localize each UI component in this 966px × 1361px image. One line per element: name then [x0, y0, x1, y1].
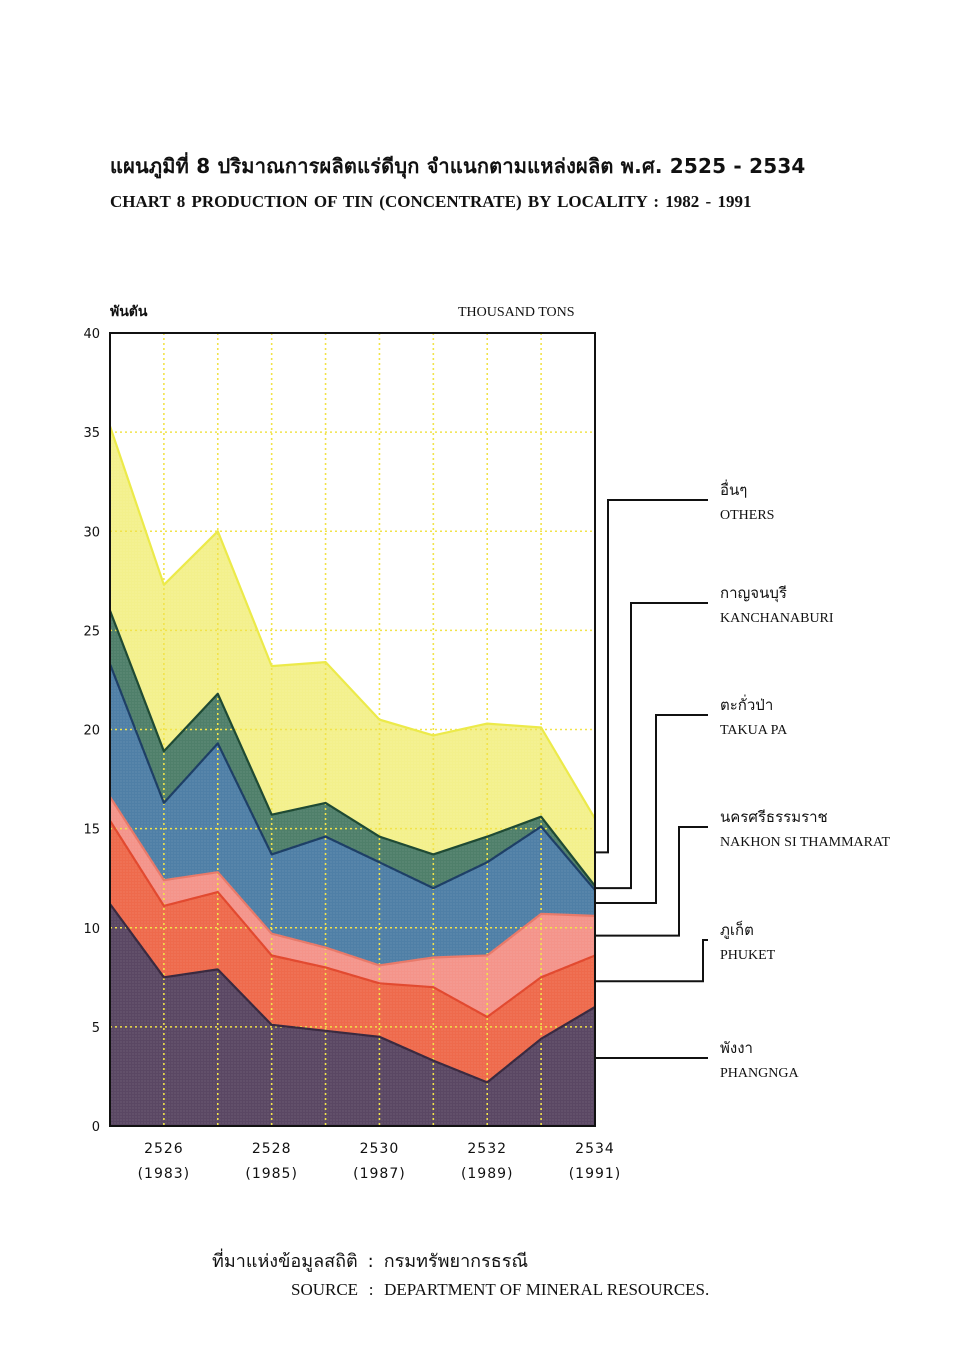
chart-title-thai: แผนภูมิที่ 8 ปริมาณการผลิตแร่ดีบุก จำแนก… [110, 154, 806, 178]
source-value-thai: กรมทรัพยากรธรณี [383, 1251, 529, 1272]
legend-label-thai: ตะกั่วป่า [720, 694, 773, 714]
legend-leader-line [594, 1057, 708, 1067]
series-line-phangnga [109, 903, 596, 1084]
legend-leader-line [595, 499, 708, 854]
source-separator-thai: : [367, 1251, 374, 1272]
x-tick-label-be: 2530 [360, 1141, 400, 1157]
series-line-phuket [109, 820, 596, 1019]
series-line-nakhon-si-thammarat [109, 796, 596, 967]
legend-label-english: NAKHON SI THAMMARAT [720, 835, 891, 850]
y-tick-label: 0 [92, 1120, 100, 1135]
legend-label-thai: พังงา [720, 1039, 753, 1057]
chart-title-english: CHART 8 PRODUCTION OF TIN (CONCENTRATE) … [110, 192, 752, 211]
plot-frame [109, 332, 596, 1127]
y-tick-label: 40 [83, 327, 100, 342]
area-texture [110, 820, 595, 1083]
area-texture [110, 664, 595, 966]
source-separator-english: : [368, 1280, 374, 1299]
x-tick-label-be: 2532 [467, 1141, 507, 1157]
y-tick-label: 10 [83, 922, 100, 937]
legend-label-thai: อื่นๆ [720, 479, 747, 499]
source-english: SOURCE: DEPARTMENT OF MINERAL RESOURCES. [291, 1280, 709, 1300]
y-unit-label-thai: พันตัน [110, 304, 148, 320]
x-tick-label-ce: (1983) [138, 1166, 191, 1182]
legend-leader-line [595, 939, 708, 983]
x-tick-label-ce: (1985) [245, 1166, 298, 1182]
y-tick-label: 5 [92, 1021, 100, 1036]
legend-label-thai: นครศรีธรรมราช [720, 808, 828, 826]
y-tick-label: 20 [83, 724, 100, 739]
legend-leader-line [595, 602, 708, 890]
x-tick-label-ce: (1991) [569, 1166, 622, 1182]
legend-leader-line [595, 826, 708, 937]
area-texture [110, 904, 595, 1126]
source-label-english: SOURCE [291, 1280, 359, 1299]
legend-label-thai: กาญจนบุรี [720, 584, 787, 603]
area-texture [110, 610, 595, 891]
area-texture [110, 426, 595, 887]
legend-label-thai: ภูเก็ต [720, 920, 754, 939]
y-unit-label-english: THOUSAND TONS [458, 305, 575, 320]
series-line-takua-pa [108, 663, 596, 891]
x-tick-label-be: 2534 [575, 1141, 615, 1157]
legend-label-english: PHANGNGA [720, 1066, 799, 1081]
legend-label-english: KANCHANABURI [720, 611, 834, 626]
y-tick-label: 35 [83, 426, 100, 441]
x-tick-label-be: 2528 [252, 1141, 292, 1157]
x-tick-label-ce: (1987) [353, 1166, 406, 1182]
series-line-kanchanaburi [108, 610, 596, 887]
legend-label-english: TAKUA PA [720, 723, 788, 738]
legend-leader-line [595, 714, 708, 904]
x-tick-label-ce: (1989) [461, 1166, 514, 1182]
legend-label-english: PHUKET [720, 948, 776, 963]
y-tick-label: 15 [83, 823, 100, 838]
y-tick-label: 30 [83, 525, 100, 540]
area-texture [110, 796, 595, 1017]
source-value-english: DEPARTMENT OF MINERAL RESOURCES. [384, 1280, 710, 1299]
series-line-others [108, 425, 596, 820]
source-thai: ที่มาแห่งข้อมูลสถิติ: กรมทรัพยากรธรณี [212, 1246, 528, 1275]
source-label-thai: ที่มาแห่งข้อมูลสถิติ [212, 1251, 358, 1272]
x-tick-label-be: 2526 [144, 1141, 184, 1157]
legend-label-english: OTHERS [720, 508, 774, 523]
y-tick-label: 25 [83, 624, 100, 639]
